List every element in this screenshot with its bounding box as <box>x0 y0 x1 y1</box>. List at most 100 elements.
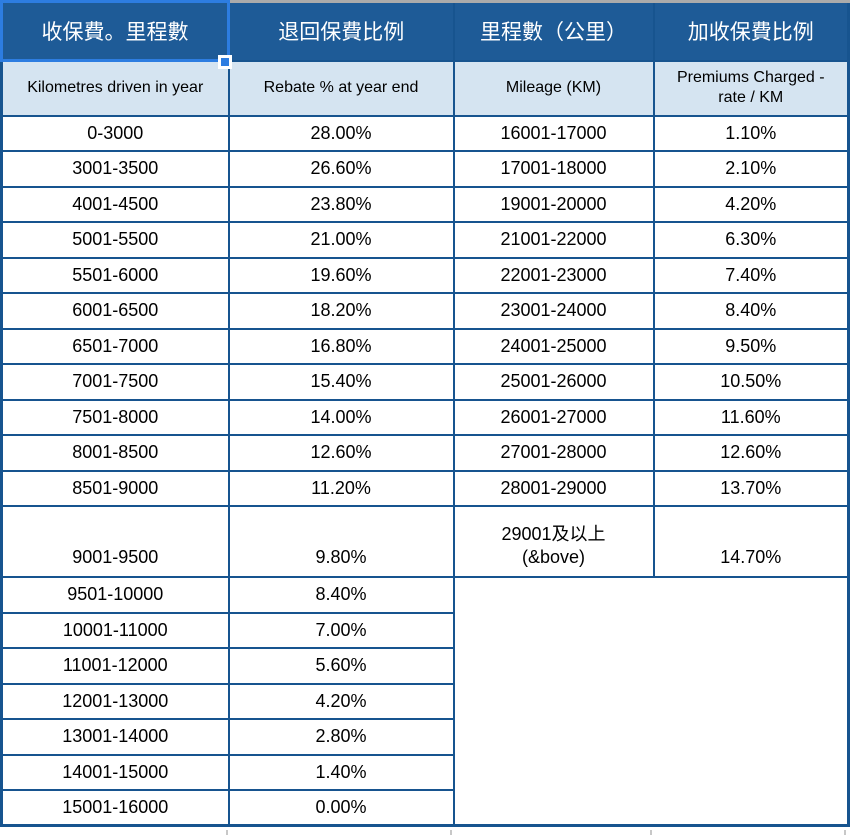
cell-rebate[interactable]: 11.20% <box>227 469 455 507</box>
table-row: 0-3000 28.00% 16001-17000 1.10% <box>0 114 850 152</box>
subheader-km-driven[interactable]: Kilometres driven in year <box>0 59 230 117</box>
cell-rebate[interactable]: 1.40% <box>227 753 455 791</box>
cell-km-range[interactable]: 11001-12000 <box>0 647 230 685</box>
cell-mileage-range-above[interactable]: 29001及以上 (&bove) <box>452 505 655 578</box>
cell-rebate[interactable]: 16.80% <box>227 327 455 365</box>
cell-rebate[interactable]: 18.20% <box>227 292 455 330</box>
cell-rebate[interactable]: 0.00% <box>227 789 455 827</box>
cell-km-range[interactable]: 3001-3500 <box>0 150 230 188</box>
cell-mileage-range[interactable]: 23001-24000 <box>452 292 655 330</box>
cell-mileage-range[interactable]: 24001-25000 <box>452 327 655 365</box>
cell-mileage-range[interactable]: 27001-28000 <box>452 434 655 472</box>
cell-rebate[interactable]: 8.40% <box>227 576 455 614</box>
table-row: 11001-12000 5.60% <box>0 647 849 685</box>
gridline-stub <box>844 830 846 835</box>
cell-charge-rate[interactable]: 9.50% <box>652 327 850 365</box>
cell-rebate[interactable]: 5.60% <box>227 647 455 685</box>
cell-km-range[interactable]: 7001-7500 <box>0 363 230 401</box>
cell-charge-rate[interactable]: 4.20% <box>652 185 850 223</box>
cell-rebate[interactable]: 12.60% <box>227 434 455 472</box>
selection-fill-handle[interactable] <box>218 55 232 69</box>
cell-charge-rate[interactable]: 11.60% <box>652 398 850 436</box>
cell-rebate[interactable]: 28.00% <box>227 114 455 152</box>
table-row: 6001-6500 18.20% 23001-24000 8.40% <box>0 292 850 330</box>
header-row-zh: 收保費。里程數 退回保費比例 里程數（公里） 加收保費比例 <box>0 0 850 62</box>
subheader-charge-rate[interactable]: Premiums Charged - rate / KM <box>652 59 850 117</box>
table-row: 4001-4500 23.80% 19001-20000 4.20% <box>0 185 850 223</box>
cell-km-range[interactable]: 9501-10000 <box>0 576 230 614</box>
subheader-mileage[interactable]: Mileage (KM) <box>452 59 655 117</box>
table-row: 10001-11000 7.00% <box>0 611 849 649</box>
cell-km-range[interactable]: 7501-8000 <box>0 398 230 436</box>
cell-rebate[interactable]: 9.80% <box>227 505 455 578</box>
table-row: 8501-9000 11.20% 28001-29000 13.70% <box>0 469 850 507</box>
table-row: 7001-7500 15.40% 25001-26000 10.50% <box>0 363 850 401</box>
selected-cell-km-driven-header[interactable]: 收保費。里程數 <box>0 0 230 62</box>
table-row: 14001-15000 1.40% <box>0 753 849 791</box>
cell-km-range[interactable]: 6001-6500 <box>0 292 230 330</box>
cell-charge-rate[interactable]: 12.60% <box>652 434 850 472</box>
cell-km-range[interactable]: 0-3000 <box>0 114 230 152</box>
cell-charge-rate[interactable]: 6.30% <box>652 221 850 259</box>
cell-mileage-range[interactable]: 28001-29000 <box>452 469 655 507</box>
fill-handle-square <box>221 58 229 66</box>
subheader-rebate[interactable]: Rebate % at year end <box>227 59 455 117</box>
cell-mileage-range[interactable]: 16001-17000 <box>452 114 655 152</box>
gridline-stub <box>226 830 228 835</box>
cell-mileage-range[interactable]: 22001-23000 <box>452 256 655 294</box>
cell-km-range[interactable]: 12001-13000 <box>0 682 230 720</box>
cell-km-range[interactable]: 13001-14000 <box>0 718 230 756</box>
cell-km-range[interactable]: 8001-8500 <box>0 434 230 472</box>
cell-rebate[interactable]: 14.00% <box>227 398 455 436</box>
table-row: 8001-8500 12.60% 27001-28000 12.60% <box>0 434 850 472</box>
table-row: 5001-5500 21.00% 21001-22000 6.30% <box>0 221 850 259</box>
cell-mileage-range[interactable]: 25001-26000 <box>452 363 655 401</box>
cell-mileage-range[interactable]: 21001-22000 <box>452 221 655 259</box>
cell-mileage-range[interactable]: 19001-20000 <box>452 185 655 223</box>
cell-km-range[interactable]: 15001-16000 <box>0 789 230 827</box>
cell-km-range[interactable]: 6501-7000 <box>0 327 230 365</box>
cell-km-range[interactable]: 5501-6000 <box>0 256 230 294</box>
header-charge-zh[interactable]: 加收保費比例 <box>652 0 850 62</box>
cell-charge-rate[interactable]: 2.10% <box>652 150 850 188</box>
gridline-stub <box>450 830 452 835</box>
table-row: 3001-3500 26.60% 17001-18000 2.10% <box>0 150 850 188</box>
cell-rebate[interactable]: 19.60% <box>227 256 455 294</box>
table-row: 5501-6000 19.60% 22001-23000 7.40% <box>0 256 850 294</box>
table-row: 6501-7000 16.80% 24001-25000 9.50% <box>0 327 850 365</box>
gridline-stub <box>650 830 652 835</box>
cell-charge-rate[interactable]: 8.40% <box>652 292 850 330</box>
table-row: 9501-10000 8.40% <box>0 576 850 827</box>
cell-mileage-range[interactable]: 17001-18000 <box>452 150 655 188</box>
cell-rebate[interactable]: 23.80% <box>227 185 455 223</box>
cell-rebate[interactable]: 4.20% <box>227 682 455 720</box>
cell-km-range[interactable]: 14001-15000 <box>0 753 230 791</box>
header-rebate-zh[interactable]: 退回保費比例 <box>227 0 455 62</box>
header-row-en: Kilometres driven in year Rebate % at ye… <box>0 59 850 117</box>
cell-charge-rate[interactable]: 7.40% <box>652 256 850 294</box>
cell-km-range[interactable]: 9001-9500 <box>0 505 230 578</box>
cell-charge-rate[interactable]: 10.50% <box>652 363 850 401</box>
cell-km-range[interactable]: 4001-4500 <box>0 185 230 223</box>
cell-charge-rate[interactable]: 14.70% <box>652 505 850 578</box>
table-row: 7501-8000 14.00% 26001-27000 11.60% <box>0 398 850 436</box>
header-mileage-zh[interactable]: 里程數（公里） <box>452 0 655 62</box>
cell-charge-rate[interactable]: 13.70% <box>652 469 850 507</box>
cell-rebate[interactable]: 21.00% <box>227 221 455 259</box>
empty-merged-cell[interactable] <box>452 576 850 827</box>
cell-km-range[interactable]: 10001-11000 <box>0 611 230 649</box>
cell-km-range[interactable]: 5001-5500 <box>0 221 230 259</box>
cell-rebate[interactable]: 26.60% <box>227 150 455 188</box>
cell-rebate[interactable]: 2.80% <box>227 718 455 756</box>
table-row: 13001-14000 2.80% <box>0 718 849 756</box>
cell-rebate[interactable]: 7.00% <box>227 611 455 649</box>
cell-km-range[interactable]: 8501-9000 <box>0 469 230 507</box>
cell-rebate[interactable]: 15.40% <box>227 363 455 401</box>
table-row: 12001-13000 4.20% <box>0 682 849 720</box>
cell-charge-rate[interactable]: 1.10% <box>652 114 850 152</box>
table-row: 15001-16000 0.00% <box>0 789 849 827</box>
table-row-tall: 9001-9500 9.80% 29001及以上 (&bove) 14.70% <box>0 505 850 578</box>
cell-mileage-range[interactable]: 26001-27000 <box>452 398 655 436</box>
